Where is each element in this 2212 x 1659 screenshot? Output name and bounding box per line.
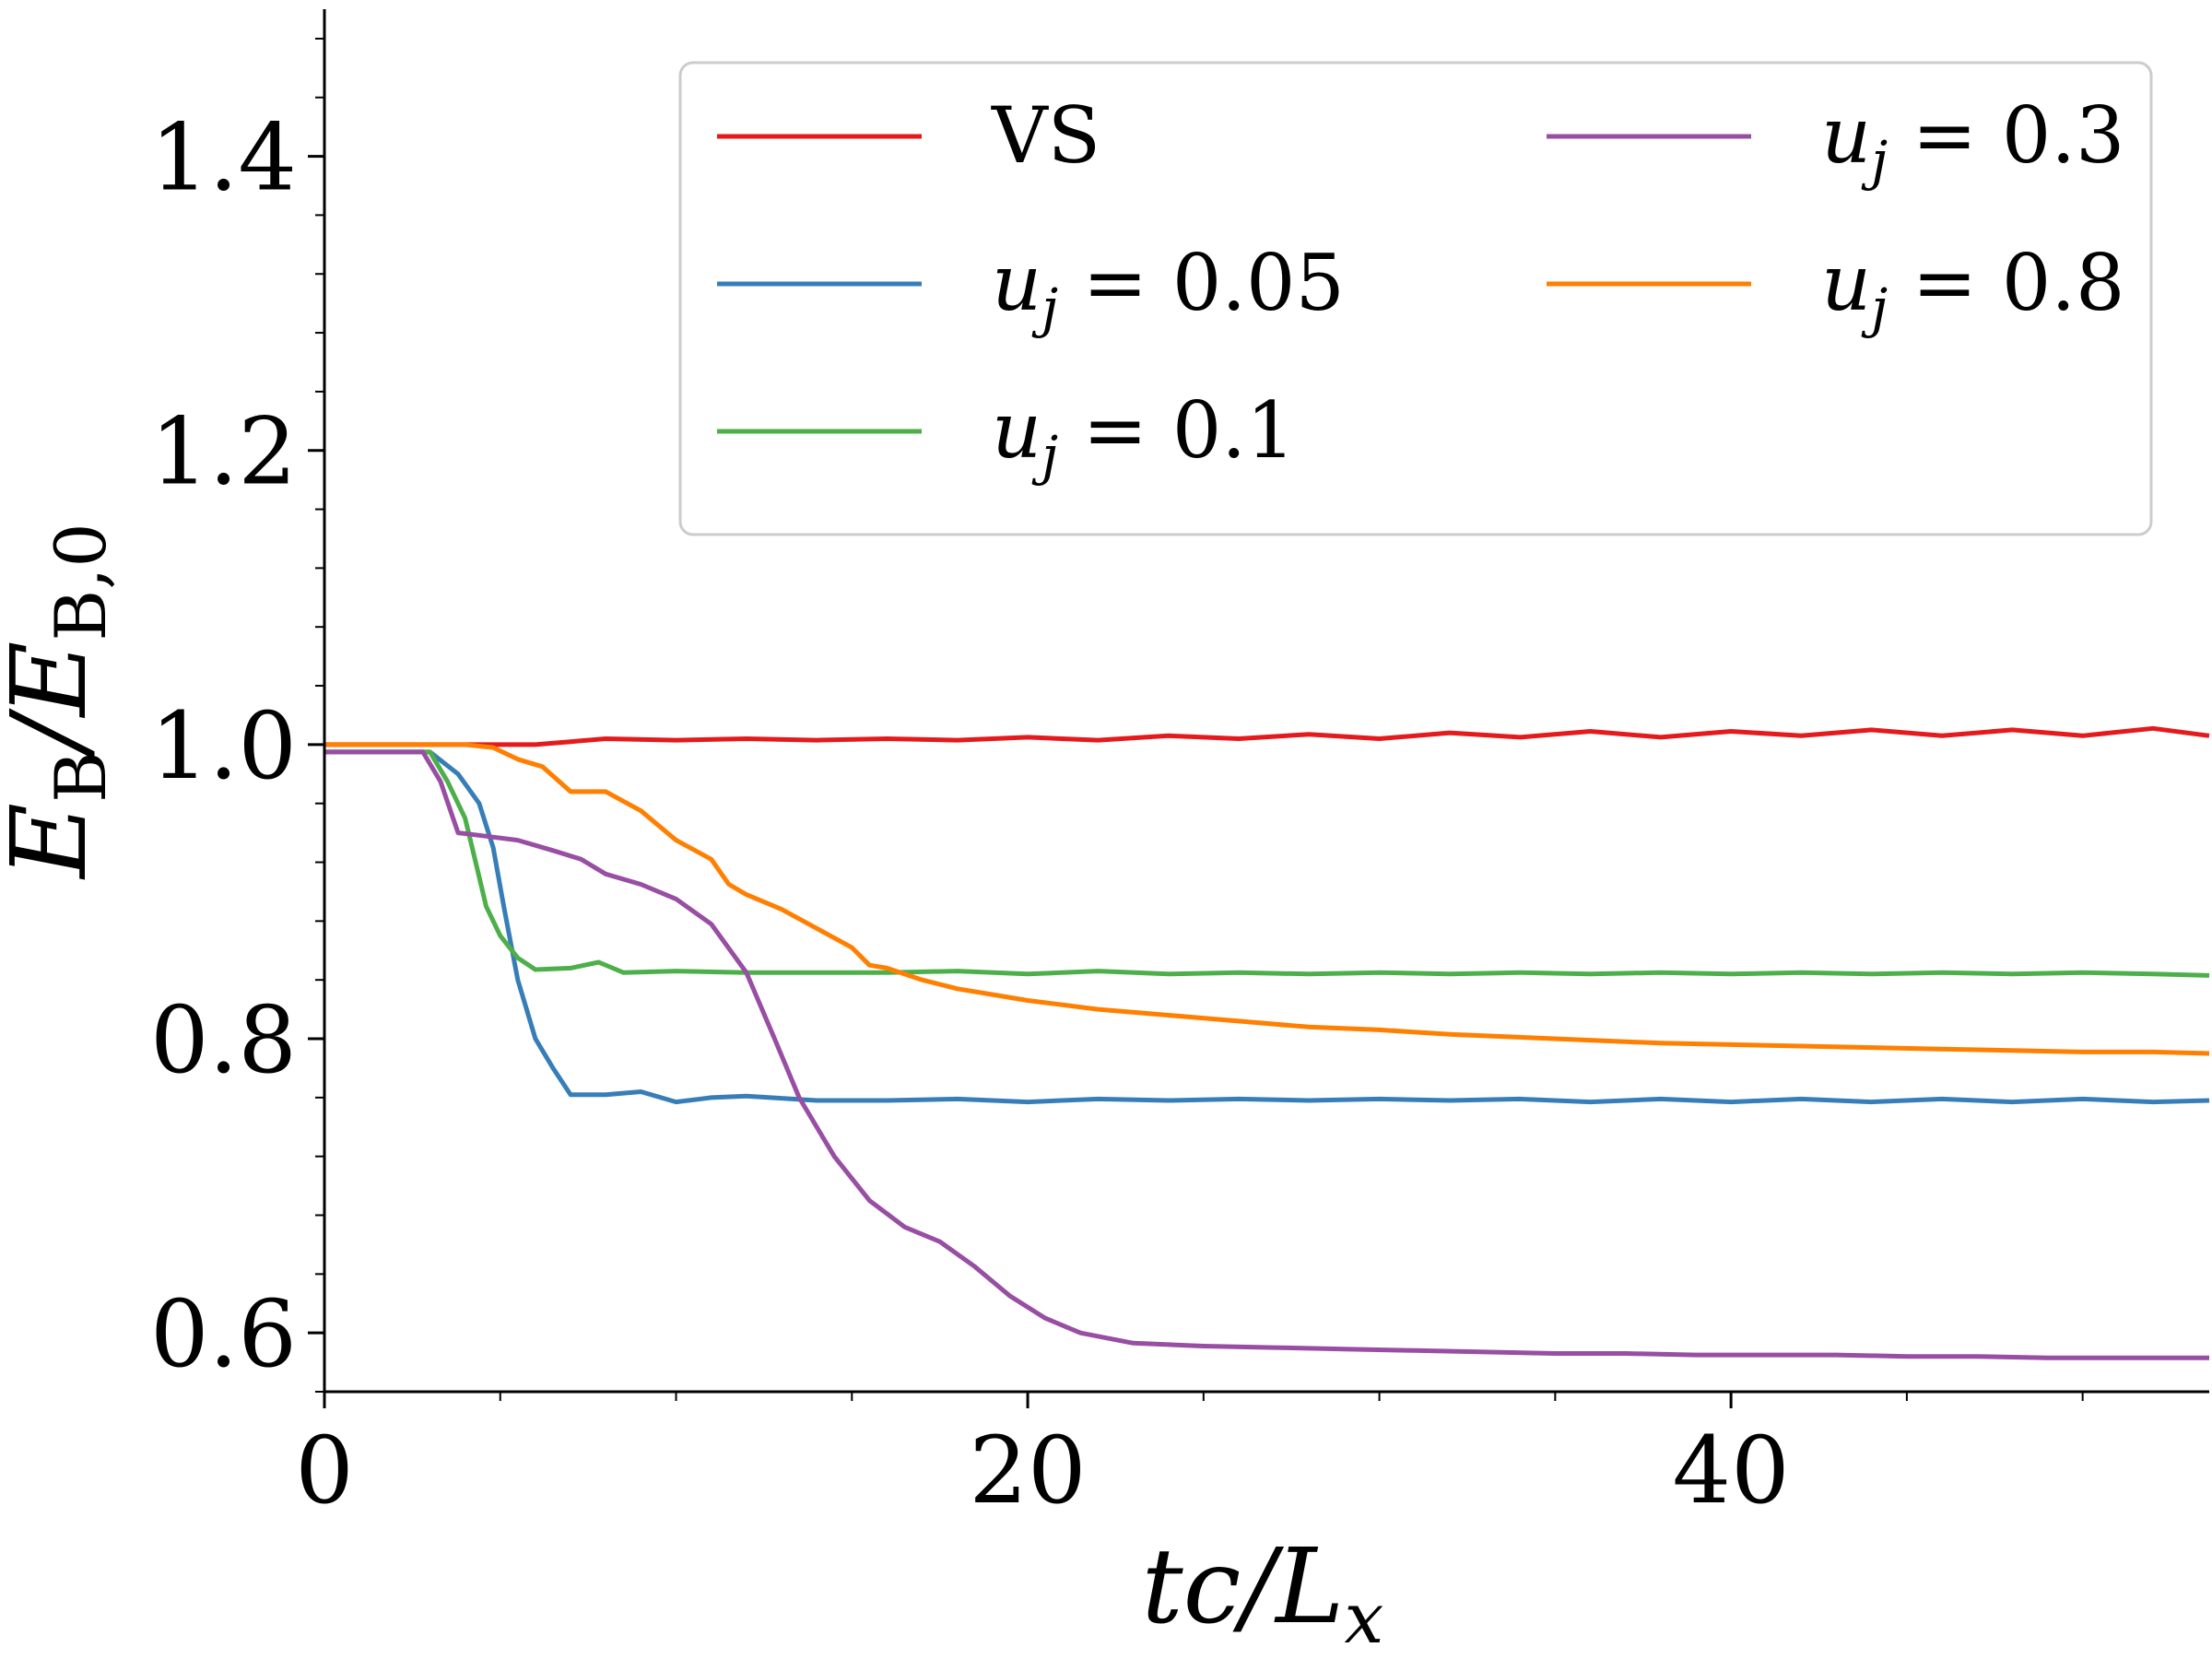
x-axis-label: tc/Lx — [1142, 1527, 1384, 1659]
legend-label-3: uj = 0.3 — [1821, 90, 2124, 192]
x-tick-label: 0 — [295, 1417, 354, 1524]
series-line-4 — [324, 742, 2210, 1056]
ticks: 0 20 40 0.6 0.8 1.0 1.2 1.4 — [150, 37, 2084, 1524]
y-tick-label: 1.4 — [150, 104, 297, 212]
legend-label-0: VS — [991, 90, 1100, 181]
series-line-2 — [324, 749, 2210, 978]
legend: VS uj = 0.05 uj = 0.1 uj = 0.3 uj = 0.8 — [678, 61, 2153, 536]
y-tick-label: 1.2 — [150, 398, 297, 506]
axes — [323, 9, 2209, 1394]
legend-label-4: uj = 0.8 — [1821, 238, 2124, 339]
series-line-0 — [324, 725, 2210, 747]
series-layer — [324, 725, 2210, 1360]
x-tick-label: 40 — [1672, 1417, 1789, 1524]
y-tick-label: 0.6 — [150, 1280, 297, 1388]
legend-label-2: uj = 0.1 — [992, 385, 1295, 487]
series-line-3 — [324, 749, 2209, 1360]
x-tick-label: 20 — [969, 1417, 1086, 1524]
y-axis-label: EB/EB,0 — [0, 523, 122, 880]
legend-label-1: uj = 0.05 — [992, 238, 1345, 339]
y-tick-label: 0.8 — [150, 986, 297, 1094]
series-line-1 — [324, 749, 2210, 1105]
legend-frame — [678, 61, 2153, 536]
y-tick-label: 1.0 — [150, 692, 297, 800]
